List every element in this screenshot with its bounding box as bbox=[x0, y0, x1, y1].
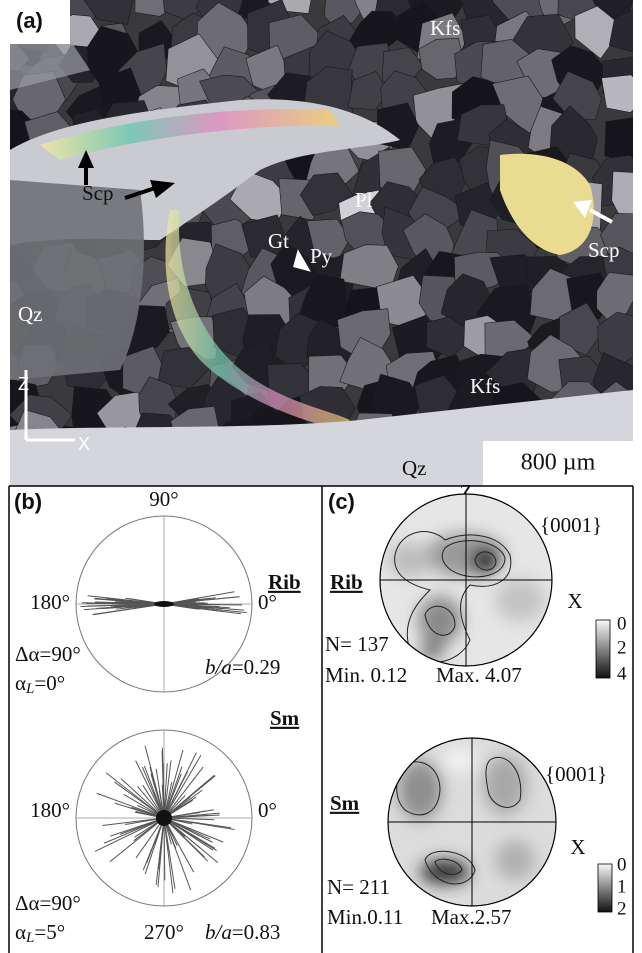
sample-label: Sm bbox=[270, 706, 300, 730]
angle-label: 180° bbox=[30, 590, 70, 614]
min-label: Min. 0.12 bbox=[325, 663, 407, 687]
axis-label: X bbox=[570, 835, 585, 859]
angle-label: 0° bbox=[258, 798, 277, 822]
rose-core bbox=[154, 601, 174, 607]
ratio: b/a=0.83 bbox=[205, 920, 280, 944]
mineral-label: Qz bbox=[18, 302, 43, 326]
alpha-l: αL=5° bbox=[15, 920, 65, 947]
ratio: b/a=0.29 bbox=[205, 655, 280, 679]
pole-figure bbox=[388, 738, 556, 906]
symbol: α bbox=[15, 920, 26, 944]
grain bbox=[605, 117, 642, 162]
colorbar bbox=[598, 864, 612, 912]
subscript: L bbox=[25, 681, 34, 697]
delta-alpha: Δα=90° bbox=[15, 891, 81, 915]
colorbar-label: 0 bbox=[617, 854, 627, 875]
sample-label: Rib bbox=[268, 570, 301, 594]
angle-label: 270° bbox=[144, 920, 184, 944]
blob bbox=[495, 578, 545, 622]
plane-label: {0001} bbox=[545, 762, 607, 786]
angle-label: 180° bbox=[30, 798, 70, 822]
plane-label: {0001} bbox=[540, 513, 602, 537]
symbol: b/a bbox=[205, 655, 232, 679]
min-label: Min.0.11 bbox=[327, 905, 403, 929]
blob bbox=[398, 760, 442, 820]
blob bbox=[442, 748, 478, 772]
count-label: N= 211 bbox=[327, 875, 390, 899]
mineral-label: Scp bbox=[82, 181, 114, 205]
colorbar-label: 0 bbox=[617, 613, 627, 634]
blob bbox=[420, 640, 444, 660]
pole-figure bbox=[380, 494, 552, 666]
colorbar-label: 2 bbox=[617, 898, 627, 919]
mineral-label: Pl bbox=[355, 188, 373, 212]
symbol: b/a bbox=[205, 920, 232, 944]
max-label: Max.2.57 bbox=[431, 905, 512, 929]
mineral-label: Kfs bbox=[470, 374, 500, 398]
sample-label: Rib bbox=[330, 570, 363, 594]
mineral-label: Kfs bbox=[430, 16, 460, 40]
blob bbox=[495, 840, 535, 880]
alpha-l: αL=0° bbox=[15, 671, 65, 698]
colorbar-label: 1 bbox=[617, 876, 627, 897]
angle-label: 90° bbox=[149, 487, 178, 511]
mineral-label: Scp bbox=[588, 238, 620, 262]
colorbar-label: 2 bbox=[617, 637, 627, 658]
mineral-label: Py bbox=[310, 244, 333, 268]
value: =0.83 bbox=[232, 920, 281, 944]
mineral-label: Qz bbox=[402, 456, 427, 480]
quartz-grain bbox=[10, 180, 144, 380]
rose-diagram bbox=[76, 730, 252, 906]
axis-label: X bbox=[567, 589, 582, 613]
panel-label: (c) bbox=[328, 489, 355, 514]
delta-alpha: Δα=90° bbox=[15, 642, 81, 666]
page: { "panel_a": { "label": "(a)", "annotati… bbox=[0, 0, 642, 953]
blob bbox=[420, 860, 470, 884]
count-label: N= 137 bbox=[325, 632, 389, 656]
value: =5° bbox=[34, 920, 65, 944]
colorbar-label: 4 bbox=[617, 663, 627, 684]
panel-label: (a) bbox=[16, 8, 43, 33]
blob bbox=[418, 596, 462, 644]
max-label: Max. 4.07 bbox=[436, 663, 522, 687]
colorbar bbox=[596, 620, 610, 678]
rose-ray bbox=[163, 755, 201, 819]
symbol: α bbox=[15, 671, 26, 695]
panel-label: (b) bbox=[14, 489, 42, 514]
grain bbox=[602, 75, 642, 113]
sample-label: Sm bbox=[330, 791, 360, 815]
axis-label: X bbox=[78, 434, 90, 454]
value: =0.29 bbox=[232, 655, 281, 679]
subscript: L bbox=[25, 930, 34, 946]
value: =0° bbox=[34, 671, 65, 695]
rose-core bbox=[156, 810, 172, 826]
mineral-label: Gt bbox=[268, 229, 289, 253]
figure: (a) 800 µm Kfs Scp Scp Pl Gt Py Qz Kfs Q… bbox=[0, 0, 642, 953]
axis-label: Z bbox=[18, 374, 29, 394]
scale-bar-label: 800 µm bbox=[521, 450, 596, 476]
